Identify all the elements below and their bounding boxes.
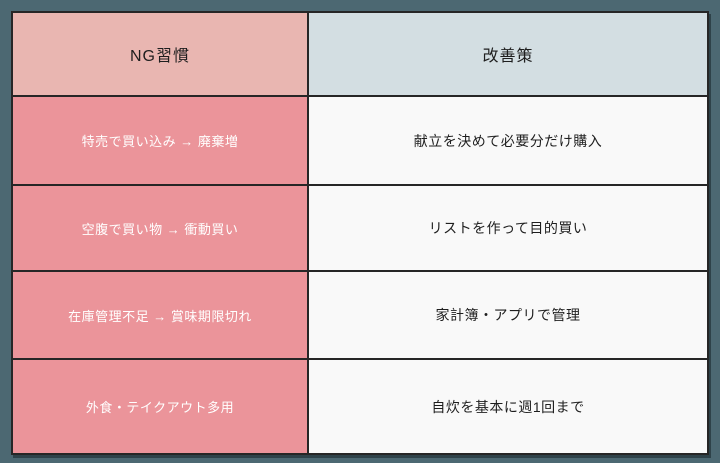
improvement-text: 自炊を基本に週1回まで <box>431 398 585 415</box>
column-header-ng-habits: NG習慣 <box>13 13 309 97</box>
habits-table: NG習慣 改善策 特売で買い込み → 廃棄増 献立を決めて必要分だけ購入 空腹で… <box>11 11 709 455</box>
improvement-text: 家計簿・アプリで管理 <box>435 307 581 323</box>
table-row-1-ng-cell: 特売で買い込み → 廃棄増 <box>13 97 309 186</box>
table-row-2-fix-cell: リストを作って目的買い <box>309 186 707 272</box>
table-row-3-fix-cell: 家計簿・アプリで管理 <box>309 272 707 360</box>
table-row-3-ng-cell: 在庫管理不足 → 賞味期限切れ <box>13 272 309 360</box>
ng-habit-text: 特売で買い込み → 廃棄増 <box>81 134 239 149</box>
table-row-1-fix-cell: 献立を決めて必要分だけ購入 <box>309 97 707 186</box>
improvement-text: 献立を決めて必要分だけ購入 <box>413 132 603 149</box>
column-header-improvements: 改善策 <box>309 13 707 97</box>
ng-habit-text: 空腹で買い物 → 衝動買い <box>81 221 239 237</box>
table-row-2-ng-cell: 空腹で買い物 → 衝動買い <box>13 186 309 272</box>
ng-habit-text: 外食・テイクアウト多用 <box>85 400 235 415</box>
table-row-4-ng-cell: 外食・テイクアウト多用 <box>13 360 309 453</box>
column-header-improvements-label: 改善策 <box>482 48 534 65</box>
column-header-ng-label: NG習慣 <box>129 48 190 65</box>
table-row-4-fix-cell: 自炊を基本に週1回まで <box>309 360 707 453</box>
ng-habit-text: 在庫管理不足 → 賞味期限切れ <box>68 308 252 324</box>
improvement-text: リストを作って目的買い <box>428 220 588 236</box>
